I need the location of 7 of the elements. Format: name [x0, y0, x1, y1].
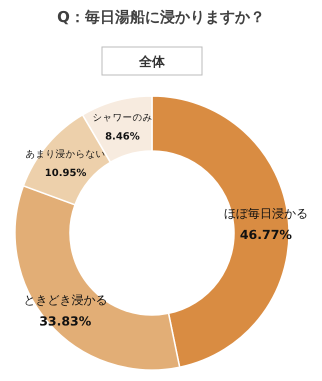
slice-label: ときどき浸かる: [23, 292, 108, 307]
chart-title: Q：毎日湯船に浸かりますか？: [57, 8, 265, 26]
slice-label: シャワーのみ: [92, 112, 152, 124]
data-label: 8.46%: [105, 131, 140, 142]
slice-label: あまり浸からない: [26, 148, 106, 160]
data-label: 10.95%: [44, 168, 86, 179]
chart-subtitle: 全体: [138, 55, 166, 70]
